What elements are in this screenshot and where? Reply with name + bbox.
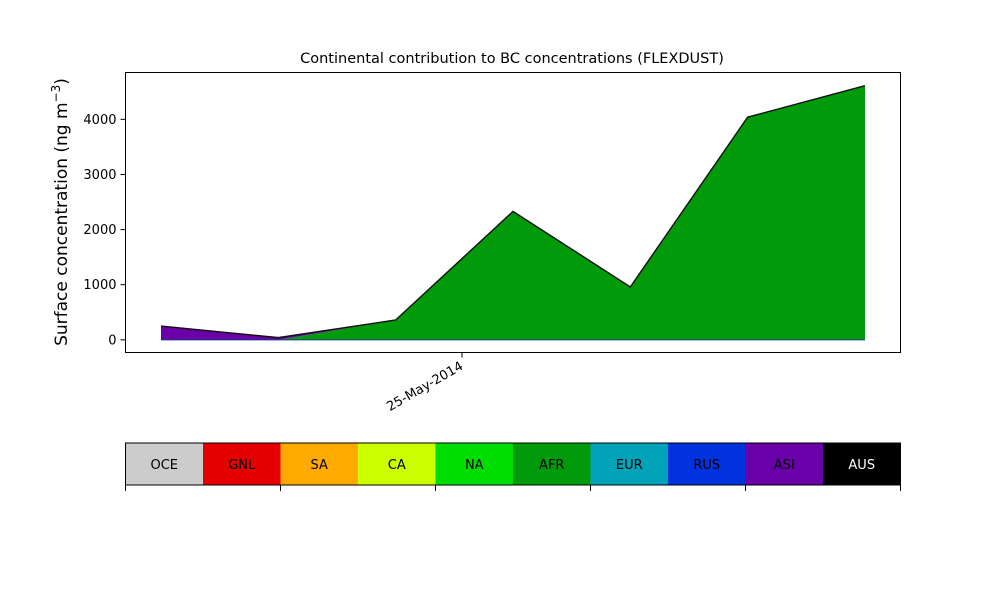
legend-swatch-oce — [125, 443, 204, 485]
x-axis: 25-May-2014 — [384, 352, 466, 415]
y-tick-label: 4000 — [83, 113, 116, 128]
y-tick-label: 2000 — [83, 223, 116, 238]
legend-label-gnl: GNL — [228, 458, 256, 473]
legend-swatch-na — [435, 443, 514, 485]
legend-frame — [125, 442, 901, 486]
x-tick-label: 25-May-2014 — [384, 359, 466, 415]
y-axis-label-superscript: −3 — [49, 85, 63, 103]
legend-swatch-gnl — [203, 443, 281, 485]
legend-label-sa: SA — [311, 458, 328, 473]
y-tick-label: 3000 — [83, 168, 116, 183]
legend-label-eur: EUR — [616, 458, 643, 473]
y-tick-label: 0 — [108, 333, 116, 348]
legend-swatch-rus — [668, 443, 746, 485]
y-axis-label: Surface concentration (ng m−3) — [49, 78, 72, 346]
legend-swatch-ca — [358, 443, 436, 485]
legend-swatch-asi — [745, 443, 824, 485]
legend-label-asi: ASI — [774, 458, 795, 473]
legend-label-aus: AUS — [848, 458, 875, 473]
legend-swatch-sa — [280, 443, 359, 485]
legend-swatch-eur — [590, 443, 669, 485]
region-legend-colorbar: OCE GNL SA CA NA AFR EUR RUS ASI AUS — [125, 442, 901, 491]
y-axis-label-close: ) — [52, 78, 72, 85]
legend-swatch-aus — [823, 443, 901, 485]
plot-frame — [125, 72, 901, 353]
y-axis-label-main: Surface concentration (ng m — [52, 102, 72, 345]
legend-swatch-afr — [513, 443, 591, 485]
y-axis: 0 1000 2000 3000 4000 — [83, 113, 126, 348]
legend-label-ca: CA — [388, 458, 406, 473]
area-series-group — [161, 85, 865, 340]
series-outline-group — [160, 85, 866, 341]
legend-label-rus: RUS — [693, 458, 720, 473]
legend-label-afr: AFR — [539, 458, 564, 473]
area-afr — [161, 85, 865, 340]
chart-title: Continental contribution to BC concentra… — [300, 51, 724, 67]
legend-label-na: NA — [465, 458, 484, 473]
legend-label-oce: OCE — [150, 458, 178, 473]
total-outline-line — [160, 85, 866, 339]
y-tick-label: 1000 — [83, 278, 116, 293]
